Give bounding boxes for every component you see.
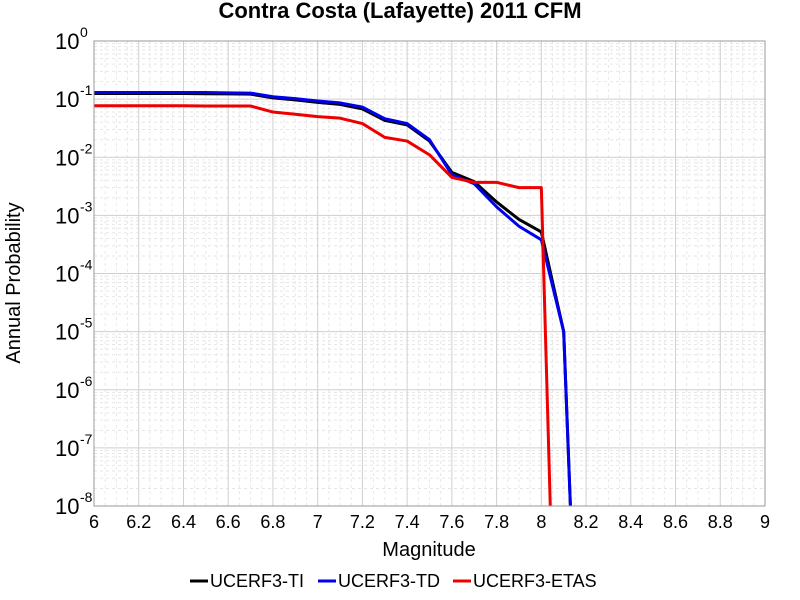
legend-entry: UCERF3-TD [318, 571, 440, 591]
y-tick-label: 10 -1 [55, 82, 93, 112]
y-tick-base: 10 [55, 145, 79, 170]
y-tick-base: 10 [55, 87, 79, 112]
y-tick-label: 10 -5 [55, 315, 93, 345]
y-tick-label: 10 -4 [55, 257, 93, 287]
legend-label: UCERF3-TI [210, 571, 304, 591]
y-tick-exponent: -6 [80, 373, 93, 389]
y-tick-exponent: -5 [80, 315, 93, 331]
legend-entry: UCERF3-TI [190, 571, 304, 591]
x-tick-label: 7.2 [350, 512, 375, 532]
legend-entry: UCERF3-ETAS [453, 571, 597, 591]
y-tick-label: 10 -3 [55, 198, 93, 228]
y-tick-base: 10 [55, 436, 79, 461]
y-tick-exponent: -4 [80, 257, 93, 273]
series-layer [94, 91, 572, 507]
x-tick-label: 6.2 [126, 512, 151, 532]
legend-label: UCERF3-ETAS [473, 571, 597, 591]
series-line-ucerf3-etas [94, 104, 552, 507]
y-axis-label: Annual Probability [3, 202, 25, 363]
x-tick-label: 7.8 [484, 512, 509, 532]
y-tick-base: 10 [55, 29, 79, 54]
y-tick-base: 10 [55, 378, 79, 403]
y-tick-exponent: -1 [80, 82, 93, 98]
y-tick-label: 10 0 [55, 24, 88, 54]
x-tick-label: 8.8 [708, 512, 733, 532]
x-axis-ticks: 6 6.2 6.4 6.6 6.8 7 7.2 7.4 7.6 7.8 8 8.2 8.4 8.6 8.8 9 [89, 512, 770, 532]
x-tick-label: 8.2 [574, 512, 599, 532]
y-tick-exponent: -2 [80, 140, 93, 156]
x-tick-label: 8.6 [663, 512, 688, 532]
y-tick-base: 10 [55, 203, 79, 228]
x-tick-label: 8 [536, 512, 546, 532]
grid-minor [94, 41, 765, 506]
x-tick-label: 7.6 [439, 512, 464, 532]
x-tick-label: 6.6 [216, 512, 241, 532]
plot-frame [93, 40, 766, 507]
y-tick-base: 10 [55, 494, 79, 519]
legend-label: UCERF3-TD [338, 571, 440, 591]
y-tick-base: 10 [55, 262, 79, 287]
x-tick-label: 7 [313, 512, 323, 532]
x-tick-label: 6.8 [260, 512, 285, 532]
y-tick-exponent: 0 [80, 24, 88, 40]
x-tick-label: 9 [760, 512, 770, 532]
plot-area [93, 40, 766, 507]
x-axis-label: Magnitude [382, 539, 475, 561]
y-tick-exponent: -3 [80, 198, 93, 214]
x-tick-label: 8.4 [618, 512, 643, 532]
y-tick-exponent: -8 [80, 489, 93, 505]
x-tick-label: 7.4 [395, 512, 420, 532]
x-tick-label: 6.4 [171, 512, 196, 532]
x-tick-label: 6 [89, 512, 99, 532]
y-tick-base: 10 [55, 320, 79, 345]
chart-title: Contra Costa (Lafayette) 2011 CFM [218, 0, 581, 23]
y-tick-label: 10 -2 [55, 140, 93, 170]
y-tick-label: 10 -6 [55, 373, 93, 403]
y-tick-label: 10 -7 [55, 431, 93, 461]
grid-major [93, 40, 766, 507]
series-line-ucerf3-td [94, 91, 572, 507]
y-tick-exponent: -7 [80, 431, 93, 447]
y-tick-label: 10 -8 [55, 489, 93, 519]
legend: UCERF3-TI UCERF3-TD UCERF3-ETAS [190, 571, 597, 591]
